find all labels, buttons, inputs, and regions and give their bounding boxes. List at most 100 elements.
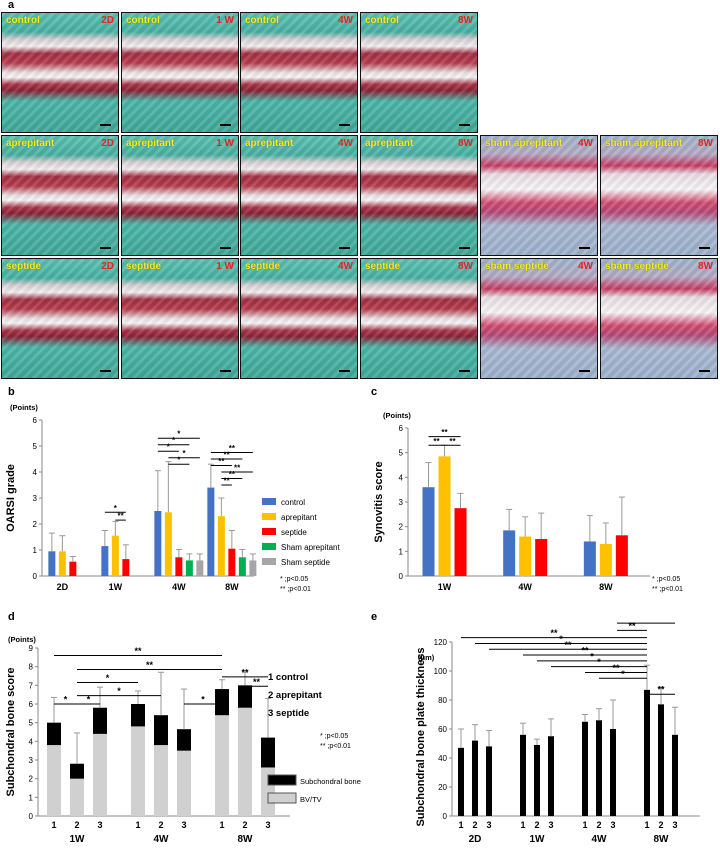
bar-bone-plate — [70, 763, 84, 779]
bar — [122, 559, 130, 576]
y-tick-label: 2 — [33, 520, 38, 529]
group-key-label: 3 septide — [268, 708, 309, 719]
legend-swatch — [262, 513, 276, 520]
y-tick-label: 0 — [29, 812, 34, 821]
significance-label: ** — [657, 685, 665, 695]
panel-letter-b: b — [8, 386, 15, 398]
y-tick-label: 4 — [33, 468, 38, 477]
micrograph-tile: septide 8W — [360, 258, 478, 379]
micrograph-timepoint-label: 8W — [698, 138, 713, 149]
x-tick-label: 1W — [70, 834, 86, 845]
legend-swatch — [262, 498, 276, 505]
significance-label: * — [597, 657, 601, 667]
micrograph-tile: aprepitant 4W — [240, 135, 358, 256]
group-number-label: 3 — [265, 820, 270, 830]
p-value-note: ** ;p<0.01 — [280, 586, 311, 593]
y-tick-label: 0 — [443, 812, 448, 821]
micrograph-tile: sham septide 4W — [480, 258, 598, 379]
bar — [458, 747, 464, 816]
group-number-label: 2 — [534, 820, 539, 830]
significance-label: ** — [657, 620, 665, 624]
significance-label: * — [177, 456, 181, 465]
micrograph-tile: sham aprepitant 4W — [480, 135, 598, 256]
significance-label: * — [106, 673, 110, 683]
scale-bar — [699, 247, 710, 249]
micrograph-group-label: control — [245, 15, 279, 26]
micrograph-tile: septide 1 W — [121, 258, 239, 379]
significance-label: ** — [229, 444, 236, 453]
y-axis-label: Subchondral bone score — [5, 668, 17, 797]
significance-label: * — [183, 449, 187, 458]
y-tick-label: 100 — [434, 667, 448, 676]
panel-letter-d: d — [8, 611, 15, 623]
significance-label: * — [621, 669, 625, 679]
scale-bar — [699, 370, 710, 372]
y-tick-label: 3 — [399, 498, 404, 507]
y-tick-label: 5 — [29, 719, 34, 728]
bar — [175, 557, 183, 576]
micrograph-tile: aprepitant 1 W — [121, 135, 239, 256]
x-tick-label: 8W — [599, 582, 613, 592]
unit-label: (Points) — [10, 403, 38, 412]
y-tick-label: 60 — [438, 725, 447, 734]
micrograph-timepoint-label: 4W — [338, 138, 353, 149]
micrograph-tile: aprepitant 2D — [1, 135, 119, 256]
significance-label: * — [117, 686, 121, 696]
y-axis-label: Synovitis score — [373, 461, 385, 542]
bar — [534, 744, 540, 816]
scale-bar — [339, 370, 350, 372]
micrograph-tile: aprepitant 8W — [360, 135, 478, 256]
significance-label: ** — [223, 451, 230, 460]
significance-label: * — [167, 443, 171, 452]
y-tick-label: 2 — [29, 775, 34, 784]
x-tick-label: 4W — [592, 834, 608, 845]
micrograph-group-label: control — [6, 15, 40, 26]
panel-letter-e: e — [371, 611, 378, 623]
bar-bone-plate — [177, 729, 191, 751]
micrograph-group-label: sham aprepitant — [485, 138, 563, 149]
bar — [238, 557, 246, 576]
significance-label: * — [201, 695, 205, 705]
group-key-label: 2 aprepitant — [268, 690, 323, 701]
micrograph-tile: control 8W — [360, 12, 478, 133]
significance-label: * — [114, 504, 118, 513]
significance-label: ** — [223, 477, 230, 486]
y-axis-label: OARSI grade — [5, 464, 17, 532]
bar — [658, 704, 664, 816]
significance-label: ** — [218, 457, 225, 466]
significance-label: ** — [234, 464, 241, 473]
micrograph-group-label: sham aprepitant — [605, 138, 683, 149]
y-tick-label: 2 — [399, 523, 404, 532]
legend-label: BV/TV — [300, 795, 322, 804]
scale-bar — [579, 247, 590, 249]
micrograph-timepoint-label: 8W — [458, 138, 473, 149]
p-value-note: ** ;p<0.01 — [320, 743, 351, 750]
bar — [535, 539, 548, 576]
subchondral-bone-score-chart: 0 1 2 3 4 5 6 7 8 9(Points) Subchondral bone score… — [5, 635, 362, 845]
scale-bar — [100, 247, 111, 249]
y-tick-label: 3 — [29, 756, 34, 765]
y-tick-label: 1 — [29, 793, 34, 802]
legend-swatch — [262, 558, 276, 565]
significance-label: ** — [581, 646, 589, 656]
bar — [548, 736, 554, 816]
unit-label: (Points) — [383, 411, 411, 420]
y-tick-label: 4 — [29, 737, 34, 746]
group-number-label: 3 — [610, 820, 615, 830]
bar — [583, 541, 596, 576]
micrograph-group-label: aprepitant — [245, 138, 294, 149]
group-number-label: 2 — [596, 820, 601, 830]
legend-label: Sham septide — [281, 558, 330, 567]
significance-label: ** — [449, 437, 456, 446]
x-tick-label: 1W — [530, 834, 546, 845]
bar — [154, 511, 162, 576]
y-tick-label: 80 — [438, 696, 447, 705]
bar — [249, 560, 257, 576]
bar — [582, 721, 588, 816]
bar-bvtv — [131, 726, 145, 816]
scale-bar — [459, 247, 470, 249]
bar — [217, 516, 225, 576]
significance-label: ** — [241, 667, 249, 677]
micrograph-group-label: control — [126, 15, 160, 26]
y-axis-label: Subchondral bone plate thickness — [415, 647, 427, 826]
